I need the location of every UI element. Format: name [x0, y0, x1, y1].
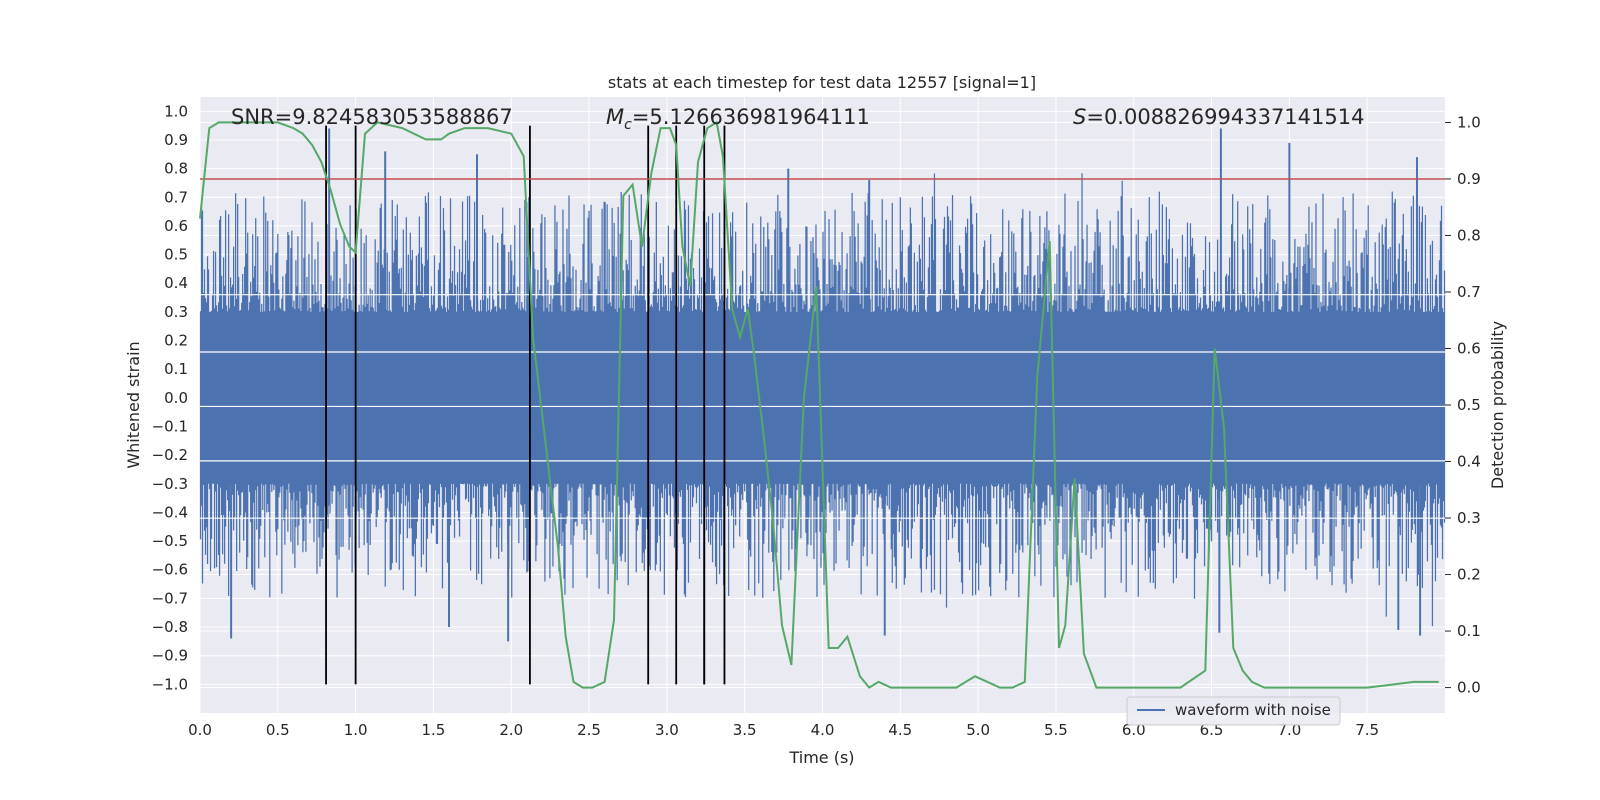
y-axis-label: Whitened strain [124, 341, 143, 468]
y2-tick-label: 0.1 [1457, 622, 1481, 640]
x-tick-label: 5.5 [1044, 721, 1068, 739]
x-tick-label: 3.5 [733, 721, 757, 739]
y2-axis-label: Detection probability [1488, 321, 1507, 489]
y2-tick-label: 0.7 [1457, 283, 1481, 301]
y2-tick-label: 0.6 [1457, 339, 1481, 357]
y-tick-label: −0.8 [152, 618, 188, 636]
y-tick-label: 0.4 [164, 274, 188, 292]
x-tick-label: 0.5 [266, 721, 290, 739]
y2-tick-labels: 1.0 0.9 0.8 0.7 0.6 0.5 0.4 0.3 0.2 0.1 0.0 [1445, 113, 1481, 697]
s-symbol: S [1073, 105, 1086, 129]
y-tick-label: 1.0 [164, 102, 188, 120]
y-tick-label: −0.9 [152, 647, 188, 665]
y-tick-label: 0.7 [164, 188, 188, 206]
y-tick-label: −0.3 [152, 475, 188, 493]
x-tick-label: 4.0 [811, 721, 835, 739]
y-tick-label: 0.6 [164, 217, 188, 235]
x-tick-label: 1.5 [422, 721, 446, 739]
y2-tick-label: 0.8 [1457, 226, 1481, 244]
y-tick-label: 0.3 [164, 303, 188, 321]
event-markers [325, 125, 726, 685]
y-tick-label: −0.6 [152, 561, 188, 579]
y-tick-label: 0.2 [164, 332, 188, 350]
y-tick-label: 0.5 [164, 246, 188, 264]
legend-box [1126, 696, 1341, 726]
detection-probability-line [199, 120, 1439, 689]
y-tick-label: 0.8 [164, 160, 188, 178]
y-tick-label: 0.9 [164, 131, 188, 149]
chirp-mass-value: =5.126636981964111 [632, 105, 870, 129]
x-tick-label: 0.0 [188, 721, 212, 739]
x-tick-label: 5.0 [966, 721, 990, 739]
x-tick-label: 3.0 [655, 721, 679, 739]
chirp-mass-symbol: M [606, 105, 624, 129]
y2-tick-label: 0.2 [1457, 566, 1481, 584]
y2-tick-label: 0.9 [1457, 170, 1481, 188]
y2-tick-label: 0.3 [1457, 509, 1481, 527]
y2-tick-label: 0.0 [1457, 679, 1481, 697]
x-tick-label: 2.0 [499, 721, 523, 739]
y-tick-label: −0.1 [152, 417, 188, 435]
s-annotation: S=0.008826994337141514 [1073, 105, 1364, 129]
legend-label: waveform with noise [1175, 701, 1331, 719]
snr-annotation: SNR=9.824583053588867 [231, 105, 513, 129]
x-tick-label: 1.0 [344, 721, 368, 739]
x-tick-label: 4.5 [888, 721, 912, 739]
y-tick-label: −0.5 [152, 532, 188, 550]
y-tick-label: 0.0 [164, 389, 188, 407]
x-tick-label: 7.5 [1355, 721, 1379, 739]
y2-tick-label: 1.0 [1457, 113, 1481, 131]
y-tick-label: −0.4 [152, 503, 188, 521]
y-tick-label: −0.7 [152, 589, 188, 607]
x-axis-label: Time (s) [788, 748, 854, 767]
legend: waveform with noise [1126, 696, 1341, 726]
y-tick-label: −1.0 [152, 675, 188, 693]
chirp-mass-annotation: Mc=5.126636981964111 [606, 105, 870, 133]
y-tick-labels: 1.0 0.9 0.8 0.7 0.6 0.5 0.4 0.3 0.2 0.1 0.0 −0.1 −0.… [152, 102, 188, 693]
x-tick-label: 2.5 [577, 721, 601, 739]
y2-tick-label: 0.5 [1457, 396, 1481, 414]
y2-tick-label: 0.4 [1457, 453, 1481, 471]
s-value: =0.008826994337141514 [1086, 105, 1364, 129]
y-tick-label: −0.2 [152, 446, 188, 464]
y-tick-label: 0.1 [164, 360, 188, 378]
chart-title: stats at each timestep for test data 125… [608, 73, 1036, 92]
chirp-mass-subscript: c [624, 117, 632, 133]
x-tick-labels: 0.0 0.5 1.0 1.5 2.0 2.5 3.0 3.5 4.0 4.5 5.0 5.5 6.0 6… [188, 721, 1379, 739]
